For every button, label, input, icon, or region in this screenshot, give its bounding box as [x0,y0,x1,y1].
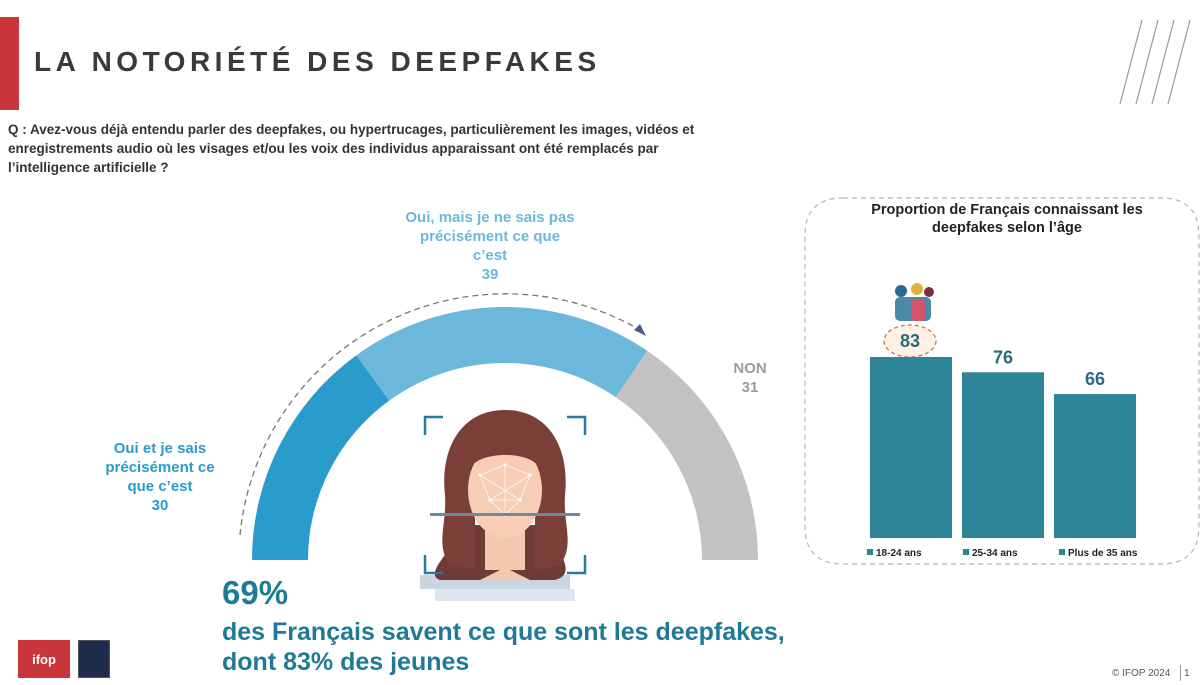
footer-divider [1180,665,1181,681]
highlight-percentage: 69% [222,574,289,611]
legend-swatch-0 [867,549,873,555]
bar-chart-title: Proportion de Français connaissant les d… [871,202,1143,236]
bar-panel-frame [804,197,1200,565]
label-oui-pas: Oui, mais je ne sais pas précisément ce … [385,208,595,284]
legend-label-0: 18-24 ans [876,548,922,559]
gauge-segment-2 [615,350,758,560]
label-oui-sais-line3: que c’est [127,478,193,495]
copyright: © IFOP 2024 [1112,668,1171,679]
label-oui-pas-line3: c’est [472,247,508,264]
bar-1 [962,372,1044,538]
arrow-head [634,324,646,336]
legend-swatch-1 [963,549,969,555]
page-title: LA NOTORIÉTÉ DES DEEPFAKES [34,46,601,77]
gauge-segment-0 [252,355,390,560]
label-oui-pas-value: 39 [481,266,499,283]
bar-value-label-1: 76 [993,347,1013,367]
gauge-segment-1 [356,307,648,401]
bar-2 [1054,394,1136,538]
legend-swatch-2 [1059,549,1065,555]
highlight-line1: des Français savent ce que sont les deep… [222,618,785,646]
question-text: Q : Avez-vous déjà entendu parler des de… [8,122,695,175]
highlight-line2: dont 83% des jeunes [222,648,470,676]
highlight-ellipse [883,324,937,358]
label-oui-sais-value: 30 [151,497,169,514]
label-non-value: 31 [741,379,759,396]
partner-logo [78,640,110,678]
bar-value-label-0: 83 [900,331,920,351]
label-non-line1: NON [733,360,767,377]
progress-arrow [239,293,646,536]
title-accent-bar [0,17,19,110]
label-oui-pas-line2: précisément ce que [419,228,561,245]
bar-value-label-2: 66 [1085,369,1105,389]
page-number: 1 [1184,668,1190,679]
legend-label-1: 25-34 ans [972,548,1018,559]
label-oui-pas-line1: Oui, mais je ne sais pas [405,209,575,226]
decorative-slashes [1119,19,1191,105]
label-non: NON 31 [710,359,790,397]
deepfake-face-illustration [420,410,587,601]
label-oui-sais: Oui et je sais précisément ce que c’est … [80,439,240,515]
legend-label-2: Plus de 35 ans [1068,548,1138,559]
youth-icon [895,283,934,321]
bar-0 [870,357,952,538]
label-oui-sais-line1: Oui et je sais [113,440,207,457]
ifop-logo: ifop [18,640,70,678]
highlight-text: des Français savent ce que sont les deep… [222,617,785,677]
label-oui-sais-line2: précisément ce [105,459,215,476]
